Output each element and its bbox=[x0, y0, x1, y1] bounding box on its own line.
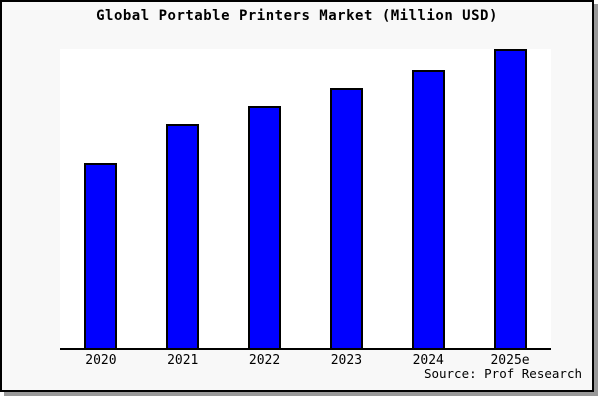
x-tick-label-2021: 2021 bbox=[167, 353, 199, 368]
bar-2023 bbox=[329, 87, 363, 348]
bar-2024 bbox=[411, 69, 445, 348]
chart-frame: Global Portable Printers Market (Million… bbox=[0, 0, 594, 392]
bar-2020 bbox=[84, 162, 118, 348]
x-tick-label-2020: 2020 bbox=[85, 353, 117, 368]
x-tick-label-2024: 2024 bbox=[412, 353, 444, 368]
bar-2022 bbox=[248, 105, 282, 348]
x-tick-label-2025e: 2025e bbox=[490, 353, 530, 368]
x-axis-labels: 2020 2021 2022 2023 2024 2025e bbox=[60, 353, 551, 368]
chart-title: Global Portable Printers Market (Million… bbox=[96, 8, 498, 24]
bars-container bbox=[60, 49, 551, 348]
x-tick-label-2022: 2022 bbox=[248, 353, 281, 368]
plot-area bbox=[60, 49, 551, 350]
source-credit: Source: Prof Research bbox=[423, 366, 582, 381]
bar-2021 bbox=[166, 123, 200, 348]
bar-2025e bbox=[493, 49, 527, 348]
x-tick-label-2023: 2023 bbox=[330, 353, 363, 368]
